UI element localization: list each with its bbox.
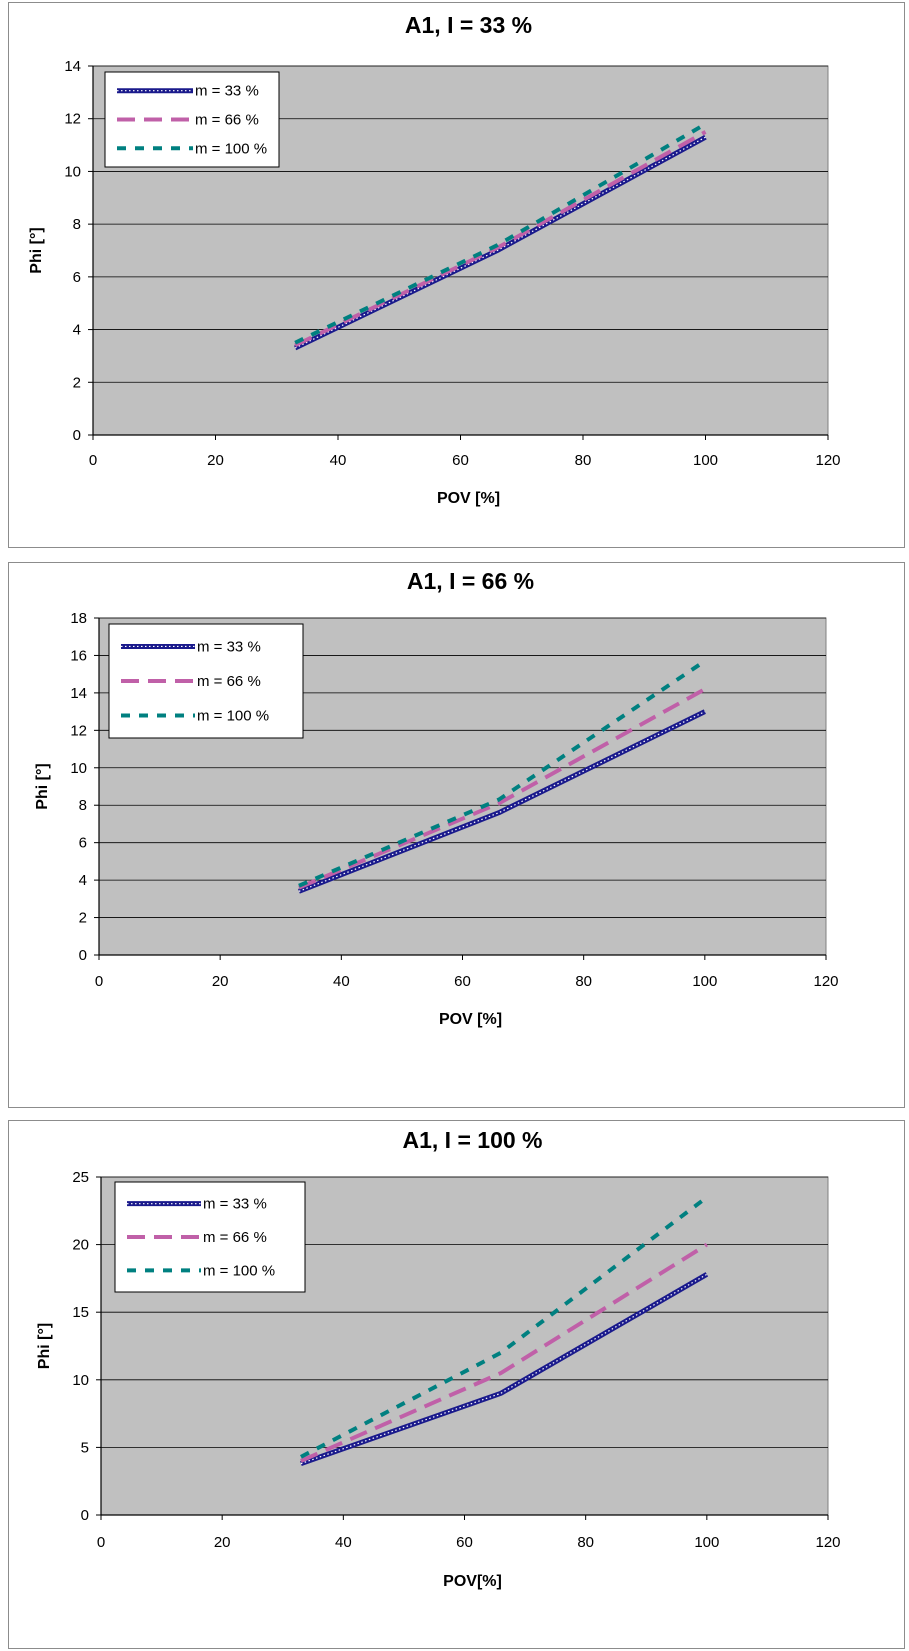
x-tick-label: 40: [330, 452, 347, 469]
chart-title: A1, I = 100 %: [403, 1127, 543, 1153]
y-axis-label: Phi [°]: [34, 763, 51, 809]
y-tick-label: 18: [70, 610, 87, 627]
chart-3-content: A1, I = 100 % 0 5 10 15 20 25 0 20 40 60 80 100 120 PO…: [36, 1127, 841, 1590]
legend-label-1: m = 33 %: [203, 1196, 267, 1213]
x-tick-label: 80: [577, 1534, 594, 1551]
x-tick-label: 60: [452, 452, 469, 469]
y-tick-label: 10: [70, 760, 87, 777]
y-tick-label: 20: [72, 1237, 89, 1254]
x-tick-label: 120: [815, 452, 840, 469]
y-tick-label: 0: [81, 1507, 89, 1524]
y-tick-label: 5: [81, 1439, 89, 1456]
x-tick-label: 80: [575, 452, 592, 469]
chart-panel-3: A1, I = 100 % 0 5 10 15 20 25 0 20 40 60 80 100 120 PO…: [8, 1120, 905, 1649]
legend: m = 33 % m = 66 % m = 100 %: [114, 1181, 306, 1293]
y-tick-label: 12: [64, 111, 81, 128]
y-tick-label: 2: [79, 910, 87, 927]
y-axis-label: Phi [°]: [36, 1323, 53, 1369]
legend-label-2: m = 66 %: [197, 673, 261, 690]
y-tick-label: 4: [73, 322, 81, 339]
x-tick-label: 100: [693, 452, 718, 469]
chart-3: A1, I = 100 % 0 5 10 15 20 25 0 20 40 60 80 100 120 PO…: [36, 1127, 841, 1590]
y-tick-label: 10: [64, 163, 81, 180]
legend-label-3: m = 100 %: [197, 708, 269, 725]
y-tick-label: 8: [73, 216, 81, 233]
series-line-3: [294, 122, 707, 345]
chart-panel-1: A1, I = 33 % 0 2 4 6 8 10 12 14 0 20 40 60 80 100 120 PO…: [8, 2, 905, 548]
x-tick-label: 120: [813, 973, 838, 990]
legend-box: [108, 623, 304, 739]
y-axis-label: Phi [°]: [28, 227, 45, 273]
x-axis-label: POV[%]: [443, 1573, 502, 1590]
y-tick-label: 8: [79, 797, 87, 814]
x-tick-label: 120: [815, 1534, 840, 1551]
legend-label-1: m = 33 %: [197, 638, 261, 655]
y-tick-label: 2: [73, 374, 81, 391]
legend: m = 33 % m = 66 % m = 100 %: [108, 623, 304, 739]
x-tick-label: 100: [694, 1534, 719, 1551]
chart-title: A1, I = 66 %: [407, 568, 534, 594]
y-tick-label: 12: [70, 722, 87, 739]
x-axis-label: POV [%]: [439, 1011, 502, 1028]
series-line-2: [300, 1242, 708, 1463]
y-tick-label: 0: [73, 427, 81, 444]
legend-label-2: m = 66 %: [203, 1229, 267, 1246]
legend: m = 33 % m = 66 % m = 100 %: [104, 71, 280, 168]
chart-1: A1, I = 33 % 0 2 4 6 8 10 12 14 0 20 40 60 80 100 120 PO…: [28, 12, 841, 507]
chart-title: A1, I = 33 %: [405, 12, 532, 38]
series-line-2: [298, 687, 706, 890]
y-tick-label: 25: [72, 1169, 89, 1186]
x-tick-label: 80: [575, 973, 592, 990]
x-tick-label: 60: [454, 973, 471, 990]
x-tick-label: 100: [692, 973, 717, 990]
y-tick-label: 6: [79, 835, 87, 852]
x-tick-label: 20: [214, 1534, 231, 1551]
legend-box: [114, 1181, 306, 1293]
series-line-1: [300, 1272, 709, 1466]
chart-panel-2: A1, I = 66 % 0 2 4 6 8 10 12 14 16 18 0 20 40 60 80 100 1…: [8, 562, 905, 1108]
chart-2: A1, I = 66 % 0 2 4 6 8 10 12 14 16 18 0 20 40 60 80 100 1…: [34, 568, 839, 1028]
series-line-pattern: [294, 136, 706, 349]
y-tick-label: 14: [70, 685, 87, 702]
y-tick-label: 10: [72, 1372, 89, 1389]
legend-label-2: m = 66 %: [195, 112, 259, 129]
x-axis-label: POV [%]: [437, 490, 500, 507]
y-tick-label: 4: [79, 872, 87, 889]
legend-label-1: m = 33 %: [195, 83, 259, 100]
x-tick-label: 20: [207, 452, 224, 469]
series-line-3: [300, 1195, 709, 1459]
y-tick-label: 14: [64, 58, 81, 75]
x-tick-label: 40: [335, 1534, 352, 1551]
x-tick-label: 40: [333, 973, 350, 990]
y-tick-label: 16: [70, 647, 87, 664]
legend-label-3: m = 100 %: [203, 1262, 275, 1279]
series-line-3: [298, 659, 706, 888]
x-tick-label: 60: [456, 1534, 473, 1551]
x-tick-label: 20: [212, 973, 229, 990]
series-line-2: [294, 130, 707, 348]
series-line-1: [298, 709, 706, 894]
legend-label-3: m = 100 %: [195, 140, 267, 157]
y-tick-label: 0: [79, 947, 87, 964]
x-tick-label: 0: [89, 452, 97, 469]
x-tick-label: 0: [95, 973, 103, 990]
y-tick-label: 6: [73, 269, 81, 286]
x-tick-label: 0: [97, 1534, 105, 1551]
y-tick-label: 15: [72, 1304, 89, 1321]
